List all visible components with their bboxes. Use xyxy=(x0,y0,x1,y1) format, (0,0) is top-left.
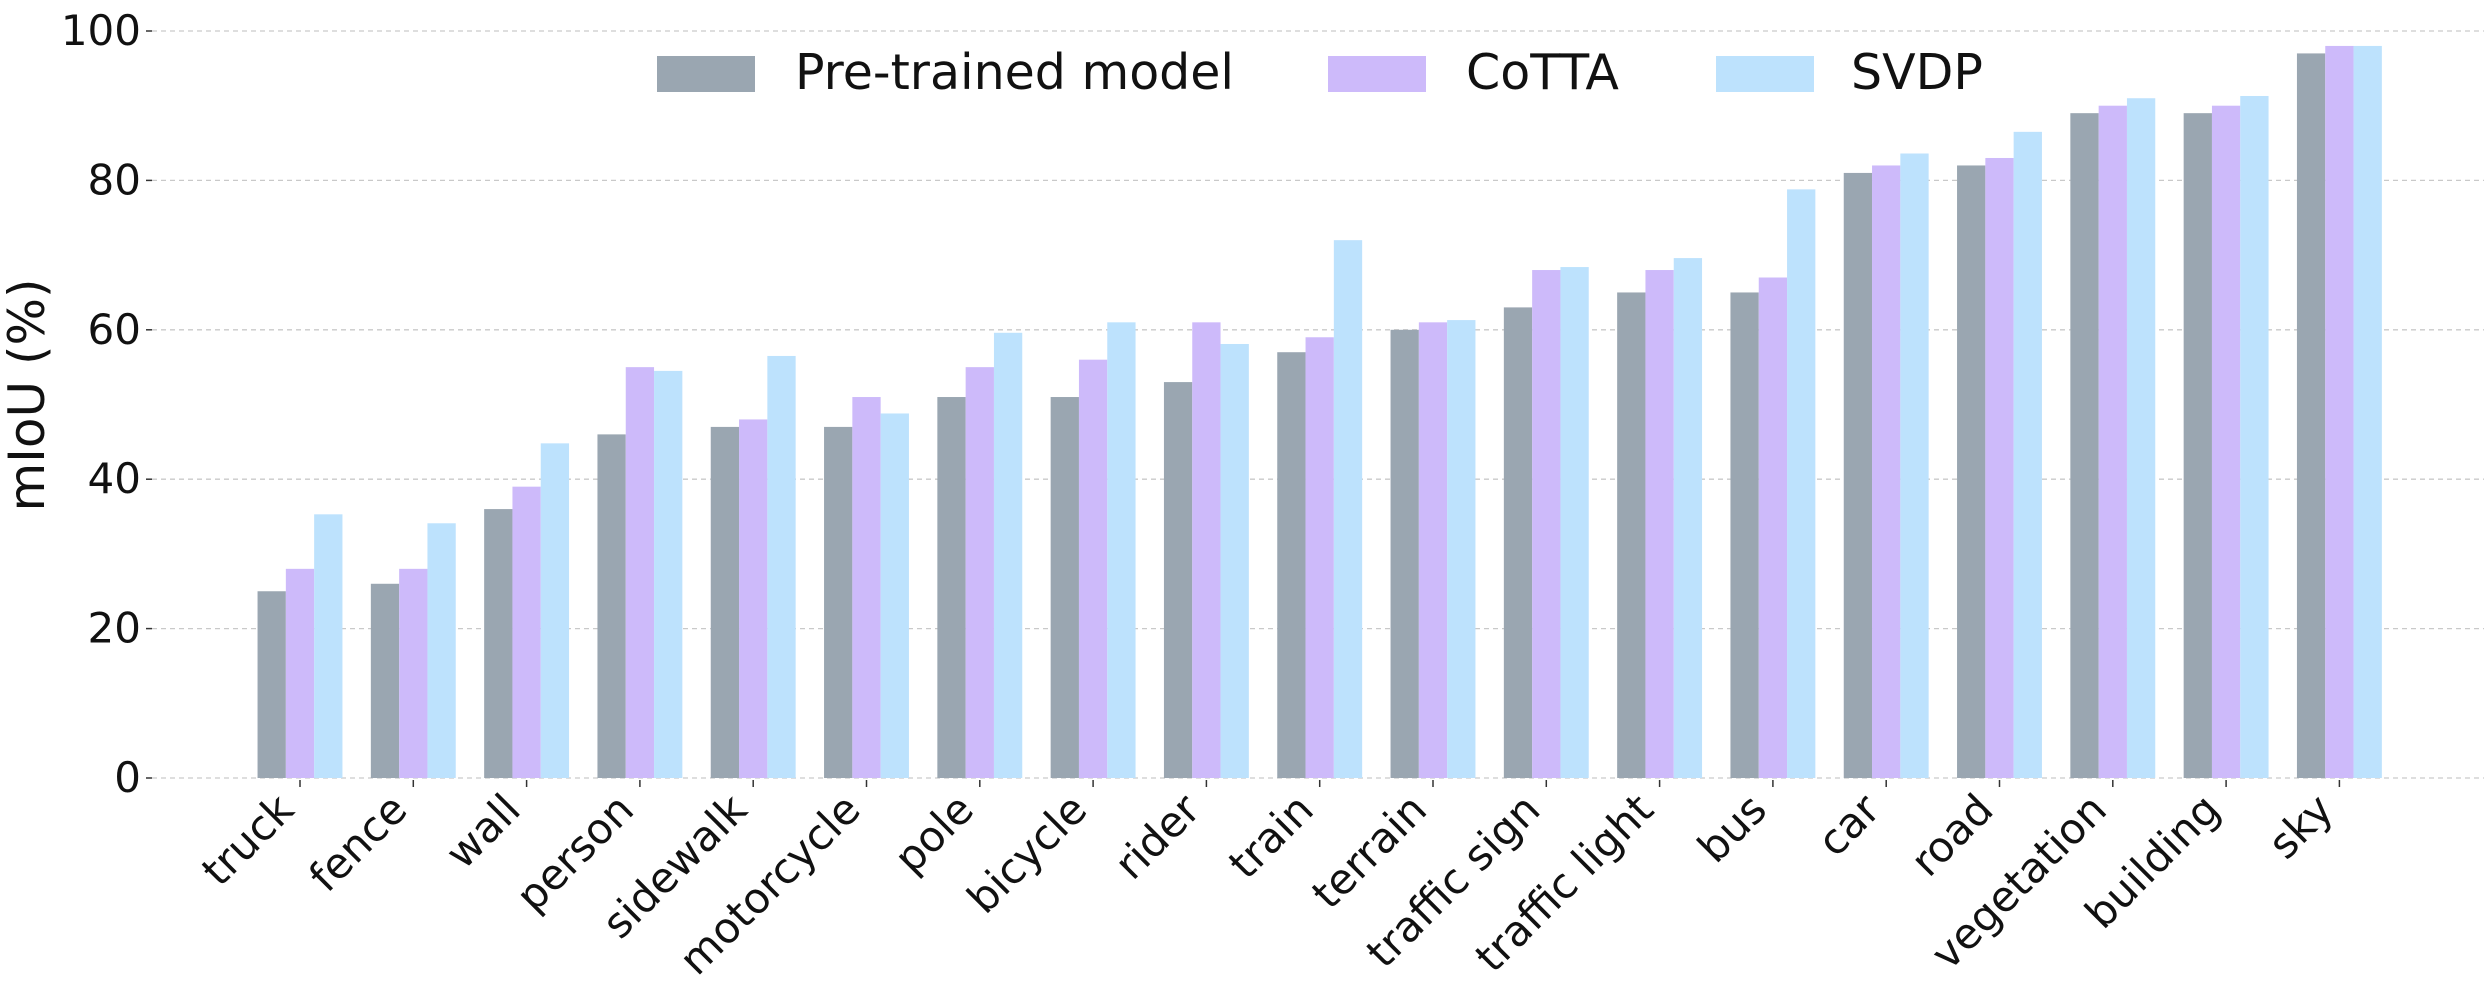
bar-pre-trained-model-sidewalk xyxy=(710,426,740,778)
bar-cotta-pole xyxy=(965,367,994,778)
bar-svdp-bus xyxy=(1787,189,1816,778)
bar-cotta-car xyxy=(1872,165,1901,778)
bar-pre-trained-model-train xyxy=(1277,352,1306,778)
x-tick-label: train xyxy=(1219,784,1323,888)
bar-pre-trained-model-terrain xyxy=(1390,329,1419,778)
bar-pre-trained-model-traffic-light xyxy=(1617,292,1646,778)
x-tick-label: bus xyxy=(1688,784,1776,872)
bar-cotta-bicycle xyxy=(1078,359,1108,778)
legend: Pre-trained model CoTTA SVDP xyxy=(657,44,1983,101)
x-tick-label: wall xyxy=(436,784,530,878)
bar-pre-trained-model-car xyxy=(1843,172,1873,778)
y-tick-label: 60 xyxy=(88,305,141,354)
bar-cotta-train xyxy=(1305,337,1334,778)
bar-cotta-rider xyxy=(1192,322,1221,778)
bar-pre-trained-model-bicycle xyxy=(1050,397,1079,778)
bar-svdp-pole xyxy=(993,332,1023,778)
bar-svdp-vegetation xyxy=(2126,98,2156,779)
x-tick-label: car xyxy=(1808,784,1890,866)
x-tick-label: fence xyxy=(300,784,417,901)
y-axis: 0 20 40 60 80 100 xyxy=(61,6,152,802)
bar-svdp-terrain xyxy=(1447,320,1476,778)
bar-pre-trained-model-vegetation xyxy=(2070,113,2099,779)
y-tick-label: 40 xyxy=(88,454,141,503)
y-axis-label: mIoU (%) xyxy=(0,278,56,511)
bar-pre-trained-model-rider xyxy=(1163,382,1193,778)
bar-pre-trained-model-bus xyxy=(1730,292,1759,778)
legend-label: Pre-trained model xyxy=(795,44,1234,101)
legend-swatch xyxy=(657,56,755,92)
bar-cotta-road xyxy=(1985,157,2014,779)
bar-svdp-person xyxy=(654,370,683,778)
bar-cotta-building xyxy=(2211,105,2241,778)
bar-pre-trained-model-wall xyxy=(484,509,513,778)
bar-cotta-wall xyxy=(512,486,541,778)
bar-pre-trained-model-truck xyxy=(257,591,286,778)
bar-pre-trained-model-motorcycle xyxy=(824,426,853,778)
bar-pre-trained-model-building xyxy=(2183,113,2212,779)
bar-cotta-vegetation xyxy=(2098,105,2127,778)
bar-cotta-sidewalk xyxy=(739,419,768,778)
y-tick-label: 20 xyxy=(88,604,141,653)
bar-cotta-truck xyxy=(285,568,315,778)
bar-pre-trained-model-pole xyxy=(937,397,966,778)
bar-pre-trained-model-person xyxy=(597,434,626,778)
bar-svdp-bicycle xyxy=(1107,322,1136,778)
bars xyxy=(257,45,2382,779)
bar-svdp-wall xyxy=(540,443,570,778)
bar-svdp-sidewalk xyxy=(767,355,796,778)
bar-cotta-terrain xyxy=(1418,322,1448,778)
legend-label: CoTTA xyxy=(1466,44,1619,101)
bar-pre-trained-model-traffic-sign xyxy=(1503,307,1533,778)
bar-cotta-motorcycle xyxy=(852,397,881,778)
bar-pre-trained-model-road xyxy=(1957,165,1986,778)
y-tick-label: 100 xyxy=(61,6,141,55)
bar-pre-trained-model-fence xyxy=(370,583,400,778)
bar-svdp-motorcycle xyxy=(880,413,909,778)
bar-svdp-truck xyxy=(314,514,343,778)
bar-svdp-train xyxy=(1333,240,1363,778)
bar-svdp-traffic-sign xyxy=(1560,267,1589,778)
x-tick-label: truck xyxy=(192,784,303,895)
x-tick-label: road xyxy=(1901,784,2002,885)
bar-cotta-bus xyxy=(1758,277,1788,778)
bar-cotta-traffic-sign xyxy=(1532,270,1561,778)
bar-svdp-road xyxy=(2013,131,2042,779)
bar-svdp-traffic-light xyxy=(1673,258,1703,778)
x-tick-label: bicycle xyxy=(958,784,1097,923)
bar-svdp-car xyxy=(1900,153,1929,778)
legend-swatch xyxy=(1716,56,1814,92)
bar-svdp-fence xyxy=(427,523,456,778)
bar-cotta-person xyxy=(625,367,655,778)
bar-svdp-sky xyxy=(2353,45,2382,778)
bar-svdp-rider xyxy=(1220,343,1249,778)
bar-cotta-traffic-light xyxy=(1645,270,1674,778)
bar-svdp-building xyxy=(2240,95,2269,778)
y-tick-label: 0 xyxy=(114,753,141,802)
x-tick-label: pole xyxy=(885,784,983,882)
bar-cotta-fence xyxy=(399,568,428,778)
y-tick-label: 80 xyxy=(88,155,141,204)
bar-pre-trained-model-sky xyxy=(2296,53,2326,779)
legend-swatch xyxy=(1328,56,1426,92)
bar-cotta-sky xyxy=(2325,45,2354,778)
legend-label: SVDP xyxy=(1851,44,1983,101)
x-tick-label: sky xyxy=(2259,784,2343,868)
x-tick-label: rider xyxy=(1105,784,1210,889)
